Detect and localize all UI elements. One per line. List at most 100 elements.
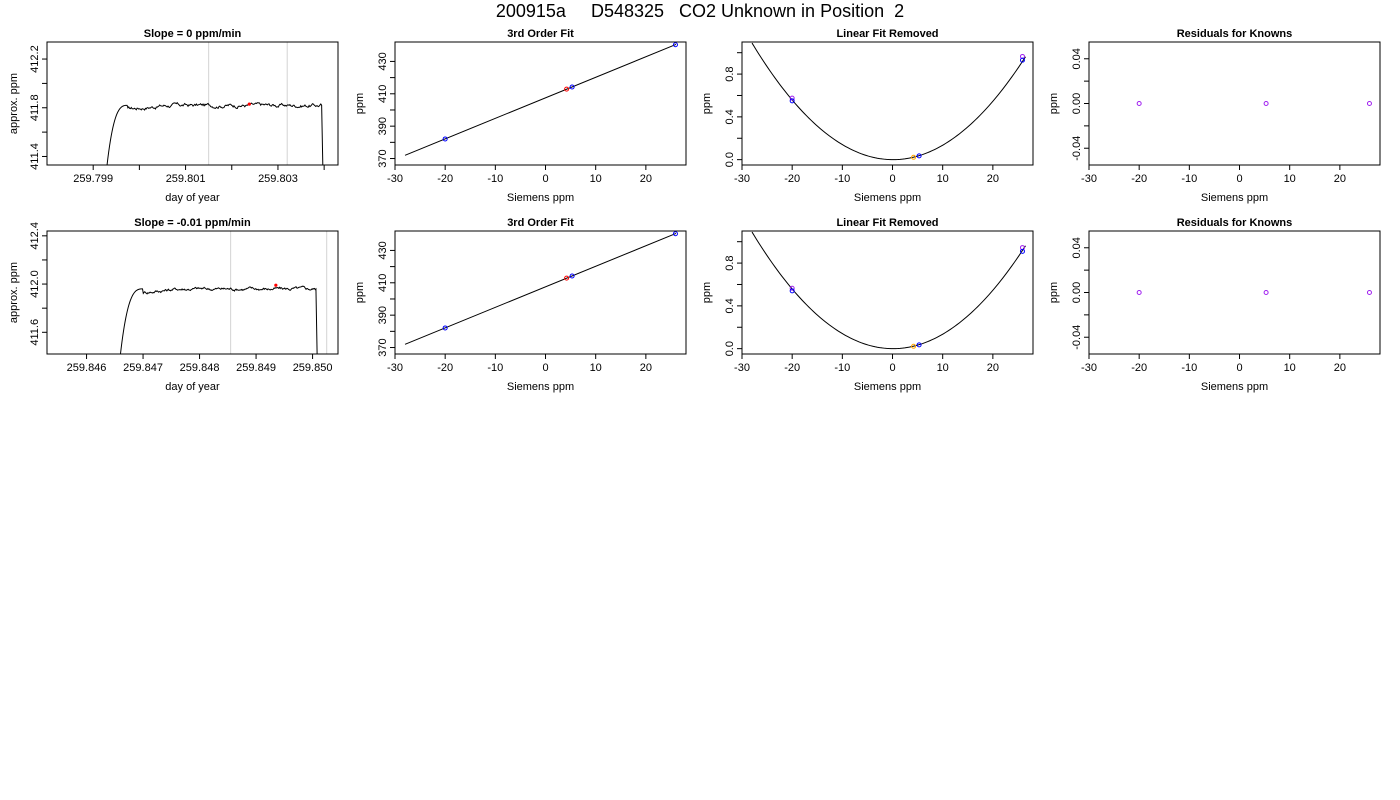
plot-frame [394, 230, 687, 355]
y-tick-label: 410 [377, 274, 389, 292]
x-axis-label: Siemens ppm [1201, 381, 1268, 393]
x-tick-label: -20 [1131, 173, 1147, 185]
x-tick-label: 259.847 [123, 362, 163, 374]
x-tick-label: -10 [1181, 362, 1197, 374]
x-tick-label: 20 [987, 173, 999, 185]
x-axis-label: day of year [165, 381, 220, 393]
x-tick-label: -10 [1181, 173, 1197, 185]
plot-area [106, 42, 324, 165]
x-tick-label: -20 [1131, 362, 1147, 374]
data-point [1366, 101, 1372, 106]
plot-frame [1088, 41, 1381, 166]
plot-frame [741, 41, 1034, 166]
y-tick-label: 370 [377, 149, 389, 167]
y-tick-label: -0.04 [1071, 325, 1083, 350]
data-point [1019, 248, 1025, 254]
chart-title: Slope = -0.01 ppm/min [134, 217, 251, 229]
x-tick-label: -10 [834, 362, 850, 374]
chart-title: Slope = 0 ppm/min [144, 28, 242, 40]
fit-curve [751, 231, 1026, 350]
x-tick-label: 10 [590, 173, 602, 185]
y-axis-label: approx. ppm [8, 262, 20, 323]
chart-title: Residuals for Knowns [1177, 28, 1293, 40]
x-tick-label: 259.846 [67, 362, 107, 374]
x-tick-label: -20 [437, 362, 453, 374]
x-tick-label: -20 [784, 362, 800, 374]
plot-area [119, 231, 328, 354]
chart-title: 3rd Order Fit [507, 28, 574, 40]
x-axis-label: Siemens ppm [854, 381, 921, 393]
unknown-marker [247, 102, 251, 106]
y-tick-label: 0.4 [724, 298, 736, 313]
y-tick-label: 0.4 [724, 109, 736, 124]
data-point [911, 343, 917, 349]
data-point [564, 86, 570, 92]
x-tick-label: 10 [1284, 362, 1296, 374]
data-point [569, 273, 575, 279]
x-tick-label: 20 [987, 362, 999, 374]
chart-panel: 3rd Order Fit -30 -20 -10 0 10 20 370 390 410 430 S… [354, 28, 687, 204]
chart-panel: Slope = 0 ppm/min 259.799 259.801 259.803 41… [8, 28, 339, 204]
chart-panel: Residuals for Knowns -30 -20 -10 0 10 20 -0.04 0… [1048, 217, 1381, 393]
y-tick-label: 411.8 [29, 94, 41, 121]
chart-title: Residuals for Knowns [1177, 217, 1293, 229]
data-point [789, 285, 795, 291]
y-tick-label: 390 [377, 117, 389, 135]
plot-frame [394, 41, 687, 166]
plot-area [404, 42, 678, 156]
x-tick-label: -20 [437, 173, 453, 185]
y-tick-label: 390 [377, 306, 389, 324]
plot-area [404, 231, 678, 345]
data-point [789, 95, 795, 101]
fit-curve [751, 42, 1026, 161]
data-point [442, 136, 448, 142]
plot-frame [741, 230, 1034, 355]
x-tick-label: 259.799 [73, 173, 113, 185]
x-tick-label: 20 [640, 173, 652, 185]
data-point [442, 325, 448, 331]
y-axis-label: ppm [1048, 282, 1060, 303]
x-axis-label: Siemens ppm [507, 192, 574, 204]
x-axis-label: Siemens ppm [1201, 192, 1268, 204]
y-axis-label: approx. ppm [8, 73, 20, 134]
x-axis-label: Siemens ppm [854, 192, 921, 204]
y-tick-label: 411.6 [29, 319, 41, 346]
plot-area [751, 42, 1026, 161]
x-tick-label: -30 [734, 362, 750, 374]
y-axis-label: ppm [354, 93, 366, 114]
unknown-marker [274, 283, 278, 287]
data-point [916, 342, 922, 348]
data-point [1136, 290, 1142, 295]
y-tick-label: 412.2 [29, 45, 41, 73]
chart-panel: Linear Fit Removed -30 -20 -10 0 10 20 0.0 0.4 0.… [701, 217, 1034, 393]
x-tick-label: 10 [590, 362, 602, 374]
chart-title: 3rd Order Fit [507, 217, 574, 229]
y-tick-label: 0.04 [1071, 237, 1083, 258]
y-tick-label: 0.00 [1071, 93, 1083, 114]
data-point [1263, 101, 1269, 106]
data-point [1263, 290, 1269, 295]
x-tick-label: 0 [889, 173, 895, 185]
x-tick-label: 20 [1334, 362, 1346, 374]
data-point [564, 275, 570, 281]
x-tick-label: 0 [542, 362, 548, 374]
fit-line [404, 232, 677, 345]
y-tick-label: 412.0 [29, 270, 41, 298]
page-title: 200915a D548325 CO2 Unknown in Position … [495, 1, 905, 21]
x-tick-label: 20 [640, 362, 652, 374]
analyzer-trace [106, 101, 324, 165]
x-tick-label: 0 [1236, 173, 1242, 185]
data-point [1019, 57, 1025, 63]
x-tick-label: 10 [937, 362, 949, 374]
plot-frame [46, 230, 339, 355]
y-tick-label: 0.04 [1071, 48, 1083, 69]
x-tick-label: -10 [834, 173, 850, 185]
data-point [789, 98, 795, 104]
x-tick-label: 259.849 [236, 362, 276, 374]
y-tick-label: 0.0 [724, 341, 736, 356]
x-tick-label: -30 [734, 173, 750, 185]
chart-panel: Slope = -0.01 ppm/min 259.846 259.847 259.8… [8, 217, 339, 393]
y-axis-label: ppm [701, 282, 713, 303]
x-tick-label: 0 [542, 173, 548, 185]
analyzer-trace [119, 285, 318, 354]
